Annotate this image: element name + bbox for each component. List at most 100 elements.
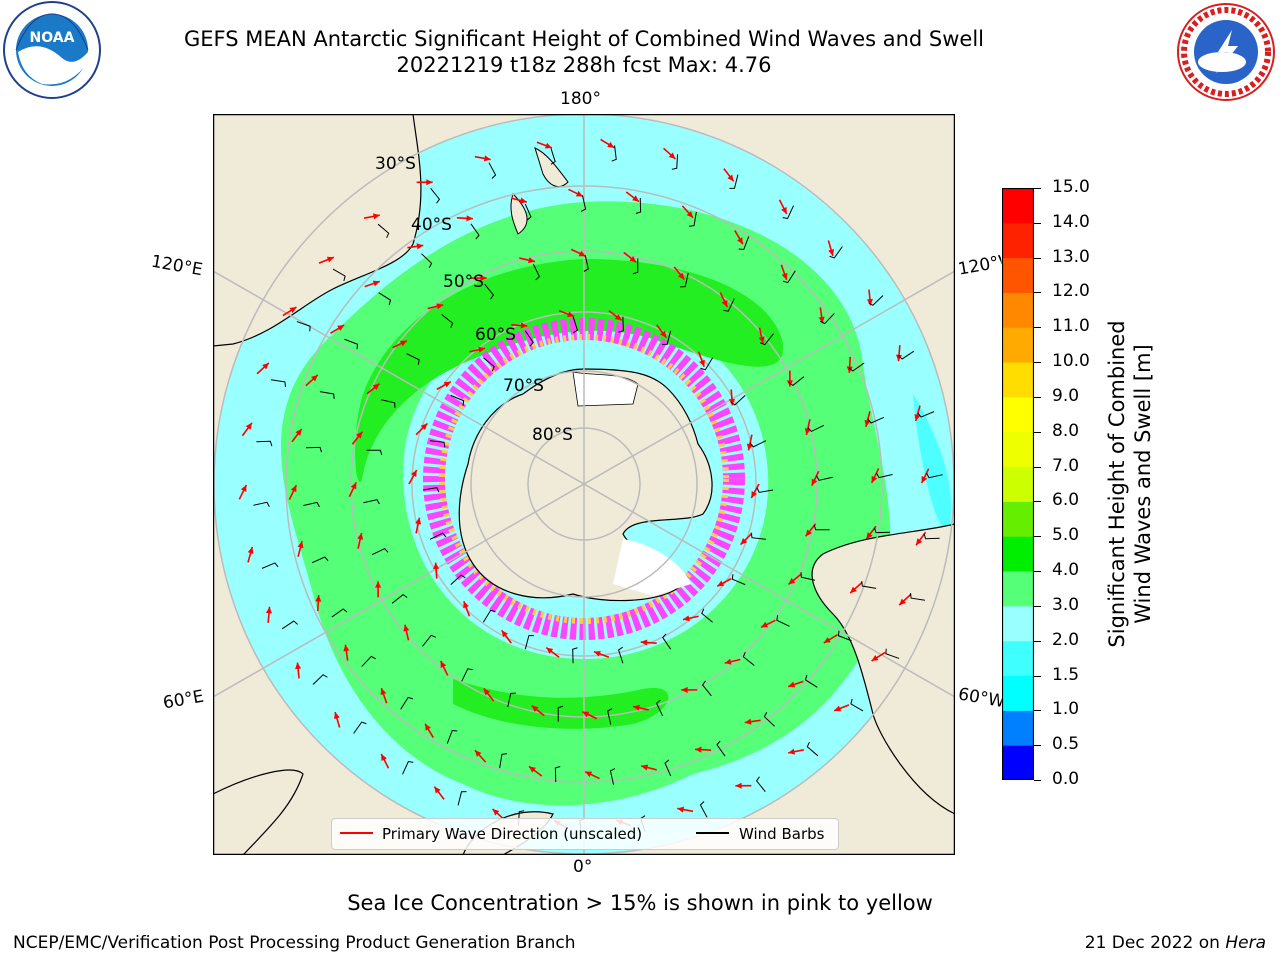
- colorbar-tick-mark: [1034, 501, 1041, 503]
- wave-arrow-head: [420, 423, 428, 430]
- wind-barb: [609, 768, 616, 785]
- wind-barb: [421, 253, 433, 268]
- wave-arrow-head: [492, 808, 500, 816]
- wave-arrow-head: [425, 723, 431, 731]
- wave-arrow-head: [640, 639, 648, 646]
- wave-arrow-head: [519, 197, 527, 204]
- wind-barb: [271, 379, 286, 387]
- footer-credit: NCEP/EMC/Verification Post Processing Pr…: [13, 933, 576, 953]
- wave-arrow-head: [728, 398, 735, 406]
- wind-barb: [829, 246, 843, 259]
- wave-arrow-head: [350, 482, 357, 490]
- wave-arrow-head: [699, 359, 705, 367]
- colorbar-tick-mark: [1034, 536, 1041, 538]
- lon-label-60e: 60°E: [161, 686, 206, 714]
- lat-label-50s: 50°S: [443, 272, 484, 292]
- wave-arrow-head: [735, 782, 742, 789]
- wind-barb: [450, 574, 466, 585]
- colorbar-tick-label: 0.0: [1052, 769, 1080, 789]
- wind-barb: [776, 615, 790, 627]
- wave-arrow-head: [781, 272, 788, 280]
- south-america-landmass: [811, 523, 955, 815]
- wind-barb: [820, 313, 835, 325]
- wind-barb: [470, 223, 480, 240]
- noaa-logo: NOAA: [3, 1, 101, 99]
- wind-barb: [550, 148, 556, 165]
- wave-arrow-head: [478, 346, 486, 353]
- wind-barb: [499, 753, 508, 769]
- wave-arrow-head: [245, 422, 252, 430]
- colorbar-bin: [1002, 292, 1034, 328]
- wave-arrow-head: [333, 712, 340, 720]
- wind-barb: [572, 316, 579, 334]
- wind-barb: [730, 395, 746, 406]
- colorbar-tick-label: 1.5: [1052, 664, 1080, 685]
- wind-barb: [699, 801, 708, 818]
- wind-barb: [813, 524, 830, 531]
- wind-barb: [742, 651, 755, 666]
- colorbar-tick-label: 9.0: [1052, 385, 1080, 406]
- colorbar-label: Significant Height of Combined Wind Wave…: [1104, 320, 1156, 647]
- colorbar-label-line2: Wind Waves and Swell [m]: [1131, 344, 1155, 624]
- wave-arrow-head: [567, 311, 575, 318]
- wave-arrow-head: [433, 562, 440, 570]
- wind-barb: [261, 562, 279, 569]
- wave-arrow-head: [781, 207, 787, 215]
- wave-arrow-head: [740, 538, 748, 545]
- wave-legend-label: Primary Wave Direction (unscaled): [382, 825, 643, 843]
- wind-barb: [680, 272, 689, 288]
- wind-barb: [377, 223, 390, 239]
- wind-barb: [701, 680, 712, 697]
- colorbar-bin: [1002, 257, 1034, 293]
- wave-arrow-head: [415, 517, 422, 525]
- colorbar-tick-mark: [1034, 640, 1041, 642]
- wave-arrow-head: [593, 650, 601, 657]
- wave-arrow-head: [399, 340, 407, 347]
- wave-arrow-head: [265, 606, 273, 614]
- colorbar-tick-mark: [1034, 292, 1041, 294]
- wave-arrow-head: [727, 174, 734, 182]
- wave-arrow-head: [585, 771, 593, 778]
- wave-arrow-head: [916, 538, 923, 546]
- wave-arrow-head: [681, 686, 688, 693]
- wind-barb: [406, 353, 420, 365]
- wave-arrow-head: [337, 325, 345, 331]
- colorbar-tick-mark: [1034, 745, 1041, 747]
- wave-band-4-5m: [355, 259, 784, 483]
- wave-arrow-head: [381, 753, 387, 761]
- wave-arrow-head: [289, 307, 297, 313]
- wave-arrow-head: [864, 419, 871, 427]
- wind-barb: [353, 721, 367, 734]
- footer-date-text: 21 Dec 2022 on: [1084, 933, 1226, 953]
- wave-arrow-head: [686, 211, 694, 218]
- colorbar-tick-label: 13.0: [1052, 246, 1090, 267]
- colorbar-tick-mark: [1034, 327, 1041, 329]
- wind-barb: [572, 647, 578, 664]
- wind-barb: [422, 487, 440, 493]
- wave-arrow-head: [871, 655, 879, 661]
- wind-barb: [782, 205, 794, 219]
- wave-arrow-head: [737, 237, 743, 245]
- colorbar-tick-label: 4.0: [1052, 560, 1080, 581]
- map-legend: Primary Wave Direction (unscaled) Wind B…: [331, 818, 839, 850]
- lat-label-80s: 80°S: [532, 425, 573, 445]
- wave-arrow-head: [582, 711, 590, 718]
- chart-subtitle-run: 20221219 t18z 288h fcst Max: 4.76: [396, 53, 772, 77]
- wave-arrow-head: [544, 142, 552, 149]
- lat-label-60s: 60°S: [475, 325, 516, 345]
- wave-arrow-head: [823, 637, 831, 643]
- wave-arrow-head: [474, 750, 482, 757]
- wave-arrow-head: [788, 748, 795, 755]
- colorbar-bin: [1002, 327, 1034, 363]
- wind-barb: [430, 187, 441, 204]
- wave-arrow-head: [531, 705, 539, 712]
- wave-arrow-head: [480, 275, 487, 282]
- wave-band-4-5m-south: [453, 679, 669, 729]
- colorbar-tick-label: 2.0: [1052, 629, 1080, 650]
- wind-barb: [759, 333, 774, 346]
- colorbar-bin: [1002, 466, 1034, 502]
- wave-arrow-head: [528, 766, 536, 773]
- wind-barb: [441, 314, 454, 329]
- wind-barb: [524, 635, 534, 650]
- wind-barb: [701, 608, 713, 623]
